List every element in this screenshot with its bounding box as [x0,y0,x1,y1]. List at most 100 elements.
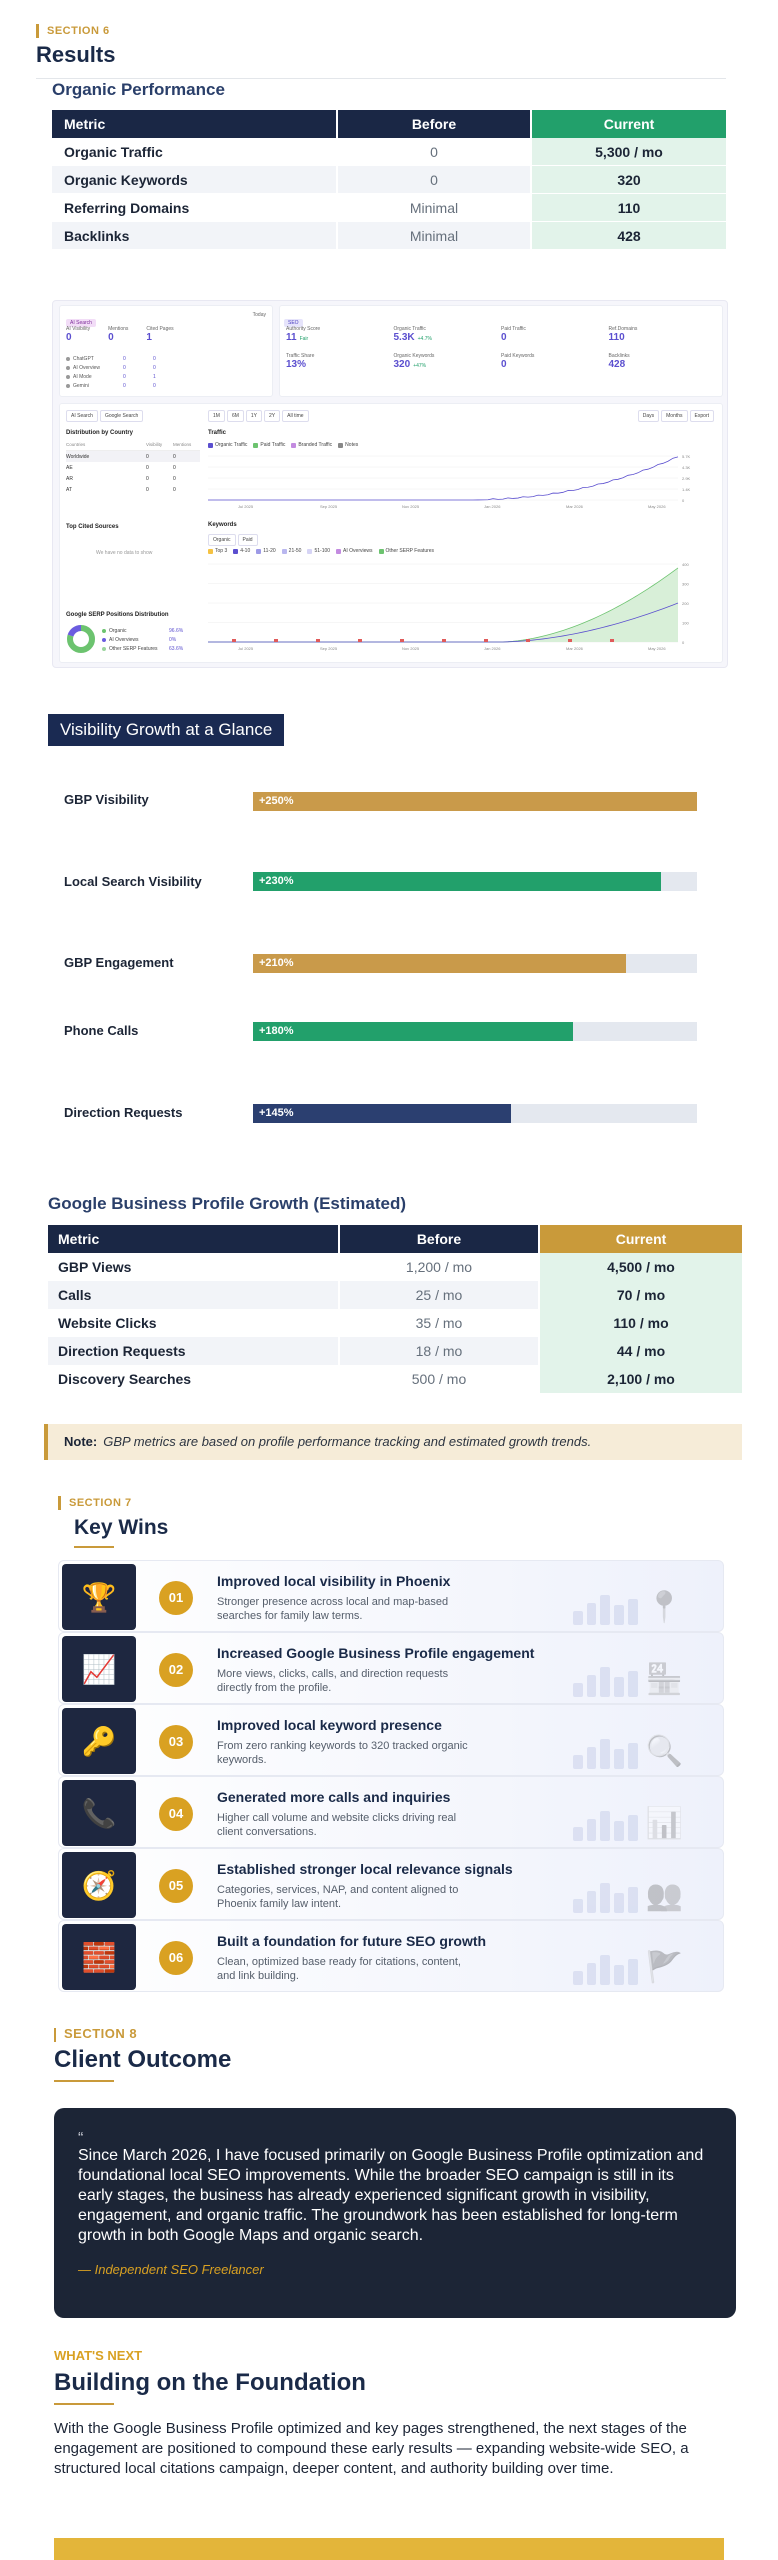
seo-stat: Organic Traffic 5.3K +4.7% [394,326,502,343]
accent-bar [36,24,39,38]
dist-cell: Worldwide [66,453,90,460]
note-marker [274,639,278,642]
dist-row: AR 0 0 [66,473,200,484]
legend-item[interactable]: AI Overviews [336,548,373,554]
keywords-y-tick: 200 [682,601,689,606]
legend-label: 4-10 [240,548,251,554]
win-title: Improved local keyword presence [217,1717,442,1733]
dashboard-button[interactable]: Google Search [99,410,144,422]
seo-stat-value: 428 [608,359,626,370]
dist-cell: 0 [173,486,176,493]
legend-label: 51-100 [314,548,331,554]
legend-item[interactable]: 11-20 [256,548,276,554]
legend-item[interactable]: Organic Traffic [208,442,247,448]
whats-next-section: WHAT'S NEXT Building on the Foundation W… [54,2348,744,2479]
keywords-y-tick: 100 [682,621,689,626]
legend-item[interactable]: 51-100 [307,548,330,554]
dashboard-button[interactable]: 1M [208,410,225,422]
visibility-track: +210% [253,954,697,973]
dashboard-button[interactable]: Organic [208,534,236,546]
visibility-track: +180% [253,1022,697,1041]
dashboard-button[interactable]: Months [661,410,688,422]
seo-stat-delta: +4.7% [417,336,432,342]
distribution-title: Distribution by Country [66,430,133,436]
dashboard-button[interactable]: 1Y [245,410,263,422]
dashboard-button[interactable]: Export [689,410,714,422]
keywords-x-tick: Mar 2026 [566,646,584,651]
dist-cell: 0 [146,464,149,471]
visibility-label: Local Search Visibility [64,874,202,889]
seo-stat-delta: Fair [299,336,309,342]
trophy-icon: 🏆 [62,1564,136,1630]
ai-stat-label: AI Visibility [66,326,91,332]
note-marker [400,639,404,642]
seo-tab[interactable]: SEO [284,319,303,327]
seo-stat-value: 320 [393,359,411,370]
legend-checkbox [253,442,259,448]
section8-eyebrow: SECTION 8 [64,2026,138,2041]
table-row: Organic Traffic 0 5,300 / mo [52,138,726,166]
table-cell: Organic Traffic [52,138,338,166]
table-cell: 25 / mo [340,1281,540,1309]
table-cell: 110 [532,194,726,222]
legend-item[interactable]: Notes [338,442,358,448]
legend-item[interactable]: Other SERP Features [378,548,434,554]
legend-dot [102,646,106,651]
table-cell: 428 [532,222,726,250]
dashboard-button[interactable]: Days [637,410,660,422]
serp-value: 63.6% [169,645,184,652]
dist-col: Mentions [173,442,192,447]
dashboard-button[interactable]: All time [282,410,309,422]
table-cell: 0 [338,138,532,166]
section6-header: SECTION 6 Results [36,24,726,79]
table-cell: 18 / mo [340,1337,540,1365]
source-mentions: 0 [123,373,126,380]
table-cell: Direction Requests [48,1337,340,1365]
keywords-x-tick: Jan 2026 [484,646,501,651]
decorative-illustration-icon: 📍 [572,1569,683,1625]
seo-stat-value: 11 [286,332,297,343]
legend-item[interactable]: Paid Traffic [253,442,285,448]
ai-search-tab[interactable]: AI Search [66,319,96,327]
legend-label: Paid Traffic [260,442,286,448]
note-marker [484,639,488,642]
table-cell: 4,500 / mo [540,1253,742,1281]
key-win-card: 🧭 05 Established stronger local relevance … [58,1848,724,1920]
legend-item[interactable]: Top 3 [208,548,227,554]
table-row: Direction Requests 18 / mo 44 / mo [48,1337,742,1365]
serp-item: Organic 96.6% [102,626,196,635]
table-cell: 2,100 / mo [540,1365,742,1393]
seo-card: SEO Authority Score 11 Fair Organic Traffic… [279,305,723,397]
dist-col: Countries [66,442,86,447]
table-cell: Minimal [338,222,532,250]
win-title: Built a foundation for future SEO growth [217,1933,487,1949]
note-text: GBP metrics are based on profile perform… [103,1434,592,1449]
win-description: Higher call volume and website clicks dr… [217,1812,457,1838]
dist-cell: 0 [146,475,149,482]
table-row: Discovery Searches 500 / mo 2,100 / mo [48,1365,742,1393]
source-name: ChatGPT [73,355,94,362]
table-cell: Calls [48,1281,340,1309]
win-description: Categories, services, NAP, and content a… [217,1884,459,1910]
brick-wall-icon: 🧱 [62,1924,136,1990]
visibility-fill: +210% [253,954,626,973]
dashboard-button[interactable]: AI Search [66,410,98,422]
dist-header: Countries Visibility Mentions [66,442,200,451]
legend-item[interactable]: 21-50 [281,548,301,554]
legend-checkbox [378,548,384,554]
organic-performance-title: Organic Performance [52,80,225,99]
legend-item[interactable]: Branded Traffic [291,442,332,448]
dashboard-button[interactable]: 2Y [264,410,281,422]
visibility-label: GBP Visibility [64,792,149,807]
dist-cell: 0 [146,453,149,460]
win-description: Clean, optimized base ready for citation… [217,1956,461,1982]
seo-stat-label: Authority Score [286,326,321,332]
table-header: Current [532,110,726,138]
accent-bar [54,2027,56,2042]
key-win-card: 🧱 06 Built a foundation for future SEO gro… [58,1920,724,1992]
seo-stat-label: Backlinks [608,353,630,359]
dashboard-button[interactable]: Paid [237,534,258,546]
source-cited: 0 [153,355,156,362]
legend-item[interactable]: 4-10 [233,548,250,554]
dashboard-button[interactable]: 6M [226,410,244,422]
